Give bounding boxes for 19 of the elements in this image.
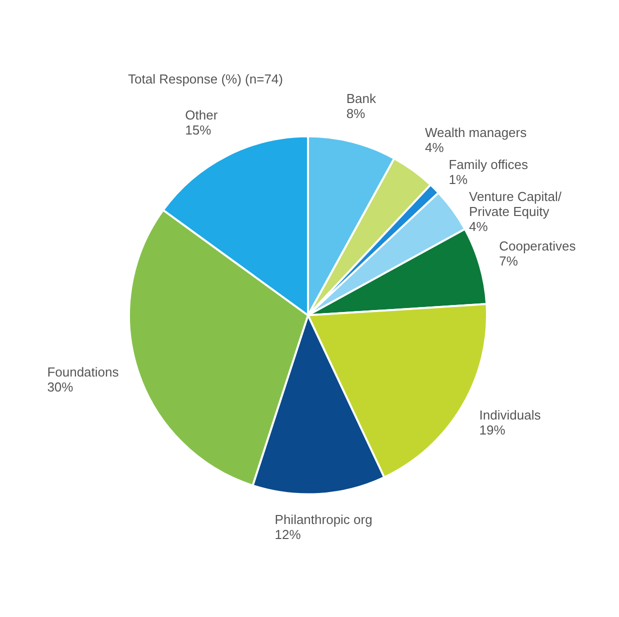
slice-label: Other bbox=[185, 108, 218, 123]
data-label: 4% bbox=[424, 140, 444, 156]
data-label: 12% bbox=[274, 526, 302, 542]
data-label: 15% bbox=[185, 122, 212, 138]
slice-label: Venture Capital/ Private Equity bbox=[468, 189, 562, 220]
data-label: 30% bbox=[47, 380, 74, 395]
slice-label: Cooperatives bbox=[499, 238, 576, 254]
data-label: 7% bbox=[499, 254, 518, 269]
chart-title: Total Response (%) (n=74) bbox=[128, 71, 283, 86]
data-label: 8% bbox=[346, 106, 366, 122]
slice-label: Wealth managers bbox=[424, 125, 528, 140]
data-label: 4% bbox=[468, 219, 488, 234]
data-label: 1% bbox=[448, 172, 468, 188]
slice-label: Bank bbox=[346, 91, 376, 106]
slice-label: Foundations bbox=[47, 364, 120, 380]
slice-label: Philanthropic org bbox=[274, 512, 372, 527]
slice-label: Family offices bbox=[448, 157, 528, 172]
slice-label: Individuals bbox=[479, 407, 542, 422]
data-label: 19% bbox=[479, 422, 506, 438]
